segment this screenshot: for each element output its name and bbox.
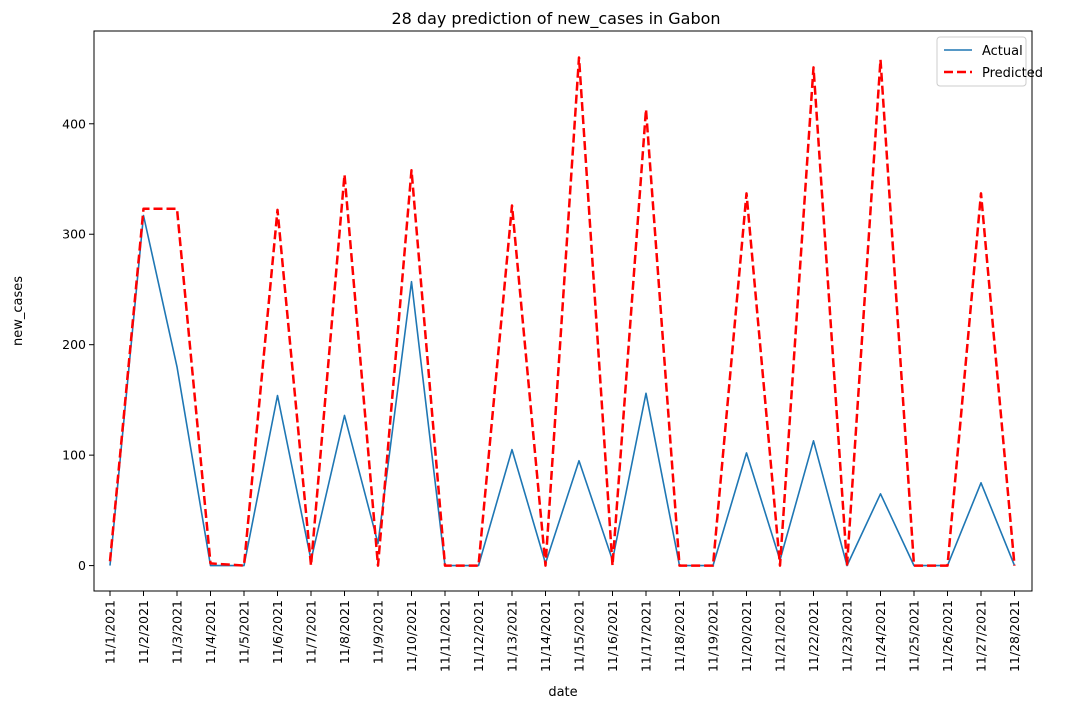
x-tick-label: 11/15/2021 xyxy=(572,600,587,672)
legend-label-actual: Actual xyxy=(982,44,1023,59)
y-tick-label: 300 xyxy=(62,227,86,242)
x-tick-label: 11/14/2021 xyxy=(538,600,553,672)
x-tick-label: 11/1/2021 xyxy=(103,600,118,664)
x-tick-label: 11/21/2021 xyxy=(773,600,788,672)
x-tick-label: 11/17/2021 xyxy=(639,600,654,672)
x-tick-label: 11/5/2021 xyxy=(237,600,252,664)
chart-title: 28 day prediction of new_cases in Gabon xyxy=(391,9,720,29)
x-tick-label: 11/22/2021 xyxy=(806,600,821,672)
x-tick-label: 11/13/2021 xyxy=(505,600,520,672)
y-tick-label: 0 xyxy=(78,558,86,573)
x-tick-label: 11/4/2021 xyxy=(203,600,218,664)
y-tick-label: 400 xyxy=(62,116,86,131)
plot-area xyxy=(93,30,1033,592)
series-line-actual xyxy=(109,214,1016,567)
x-tick-label: 11/8/2021 xyxy=(337,600,352,664)
x-tick-label: 11/7/2021 xyxy=(304,600,319,664)
y-tick-label: 100 xyxy=(62,448,86,463)
x-tick-label: 11/19/2021 xyxy=(706,600,721,672)
x-tick-label: 11/25/2021 xyxy=(907,600,922,672)
x-tick-label: 11/27/2021 xyxy=(974,600,989,672)
x-tick-label: 11/11/2021 xyxy=(438,600,453,672)
x-tick-label: 11/26/2021 xyxy=(940,600,955,672)
x-tick-label: 11/16/2021 xyxy=(605,600,620,672)
x-tick-label: 11/20/2021 xyxy=(739,600,754,672)
y-tick-label: 200 xyxy=(62,337,86,352)
y-axis-label: new_cases xyxy=(11,276,26,346)
legend: Actual Predicted xyxy=(936,36,1043,87)
x-tick-label: 11/28/2021 xyxy=(1007,600,1022,672)
y-axis: 0 100 200 300 400 xyxy=(62,116,94,573)
x-tick-label: 11/18/2021 xyxy=(672,600,687,672)
x-axis: 11/1/2021 11/2/2021 11/3/2021 11/4/2021 11/5… xyxy=(103,591,1022,672)
x-tick-label: 11/9/2021 xyxy=(371,600,386,664)
series-line-predicted xyxy=(108,56,1016,567)
x-tick-label: 11/24/2021 xyxy=(873,600,888,672)
x-axis-label: date xyxy=(548,685,577,700)
x-tick-label: 11/12/2021 xyxy=(471,600,486,672)
x-tick-label: 11/23/2021 xyxy=(840,600,855,672)
x-tick-label: 11/10/2021 xyxy=(404,600,419,672)
x-tick-label: 11/3/2021 xyxy=(170,600,185,664)
legend-label-predicted: Predicted xyxy=(982,66,1043,81)
x-tick-label: 11/2/2021 xyxy=(136,600,151,664)
x-tick-label: 11/6/2021 xyxy=(270,600,285,664)
series-lines xyxy=(108,56,1016,567)
